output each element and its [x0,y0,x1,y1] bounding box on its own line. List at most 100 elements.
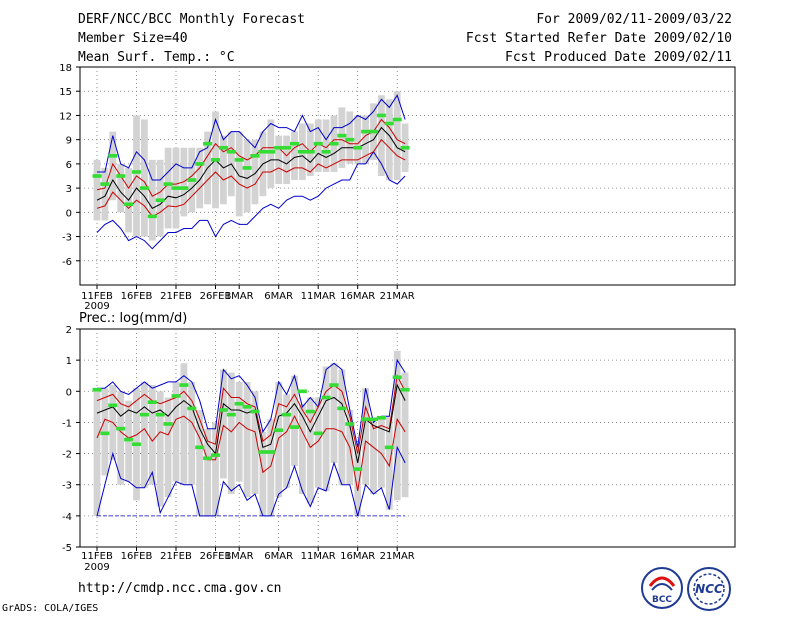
control-marker [250,409,260,414]
control-marker [337,406,347,411]
x-tick-label: 16MAR [340,551,375,562]
ensemble-max-line [97,358,406,448]
control-marker [250,154,260,158]
x-tick-label: 11FEB [81,551,113,562]
ensemble-box [212,422,219,516]
x-tick-label: 1MAR [225,551,254,562]
control-marker [353,145,363,150]
ensemble-box [314,397,322,488]
control-marker [139,412,149,417]
ensemble-box [164,147,172,229]
control-marker [313,431,323,436]
control-marker [124,202,134,207]
control-marker [400,145,410,150]
lower-quartile-line [96,138,406,218]
control-marker [329,383,339,387]
y-tick-label: 0 [66,387,72,398]
grads-credit: GrADS: COLA/IGES [2,603,99,614]
x-tick-label: 16MAR [340,291,375,302]
x-tick-label: 11FEB [81,291,113,302]
control-marker [132,442,141,447]
control-marker [139,186,149,190]
control-marker [100,431,110,436]
x-tick-label: 16FEB [121,551,153,562]
ensemble-box [93,159,101,221]
ncc-logo: NCC [687,567,731,611]
control-marker [258,450,268,454]
control-marker [179,186,189,190]
ensemble-box [306,123,314,176]
control-marker [92,387,102,392]
variable-label: Mean Surf. Temp.: °C [78,50,235,65]
control-marker [266,149,276,154]
control-marker [108,403,118,408]
x-tick-label: 26FEB [200,551,232,562]
control-marker [124,437,134,442]
ensemble-box [401,372,409,498]
control-marker [282,412,292,417]
ensemble-box [393,350,401,501]
control-marker [203,141,213,146]
control-marker [211,453,220,457]
x-tick-label: 21FEB [160,291,192,302]
member-size: Member Size=40 [78,31,188,46]
control-marker [155,412,165,417]
control-marker [163,182,173,186]
control-marker [361,417,371,422]
bcc-logo-text: BCC [652,595,672,605]
control-marker [337,133,347,138]
fcst-produced-date: Fcst Produced Date 2009/02/11 [505,50,732,65]
control-marker [400,387,410,392]
x-tick-label: 1MAR [225,291,254,302]
control-marker [187,178,197,182]
control-marker [376,113,386,118]
ensemble-box [243,139,251,213]
control-marker [297,149,307,154]
ensemble-box [283,394,290,488]
control-marker [258,149,268,154]
ensemble-box [117,391,125,485]
forecast-period: For 2009/02/11-2009/03/22 [536,12,732,27]
ensemble-box [148,159,156,241]
ensemble-box [322,119,330,172]
x-tick-label: 21MAR [380,291,415,302]
ensemble-box [314,119,322,172]
x-tick-label: 21FEB [160,551,192,562]
y-tick-label: -6 [62,257,72,268]
ensemble-box [370,422,377,495]
ensemble-box [251,139,259,205]
ensemble-box [196,409,204,516]
y-tick-label: 15 [59,87,72,98]
chart-title: DERF/NCC/BCC Monthly Forecast [78,12,305,27]
source-url[interactable]: http://cmdp.ncc.cma.gov.cn [78,581,282,596]
ensemble-box [299,403,306,495]
ensemble-box [227,372,235,495]
x-tick-label: 6MAR [264,291,293,302]
y-tick-label: 3 [66,184,72,195]
control-marker [290,141,299,146]
control-marker [147,214,157,219]
control-marker [147,400,157,404]
control-marker [384,445,394,450]
ensemble-min-line [96,150,406,250]
ensemble-box [156,159,164,237]
ensemble-box [346,111,354,164]
control-marker [234,401,244,406]
y-tick-label: -3 [62,481,72,492]
ensemble-box [362,388,369,485]
control-marker [203,456,213,461]
fcst-started-date: Fcst Started Refer Date 2009/02/10 [465,31,732,46]
y-tick-label: 12 [59,111,72,122]
ensemble-box [141,119,148,237]
control-marker [369,417,378,422]
control-marker [187,406,197,411]
ensemble-box [148,385,156,485]
ensemble-box [393,91,401,181]
bcc-logo: BCC [641,567,683,609]
ensemble-box [101,167,109,221]
control-marker [321,149,331,154]
control-marker [266,450,276,454]
control-marker [195,445,205,450]
ensemble-box [338,107,346,168]
y-tick-label: 1 [66,356,72,367]
